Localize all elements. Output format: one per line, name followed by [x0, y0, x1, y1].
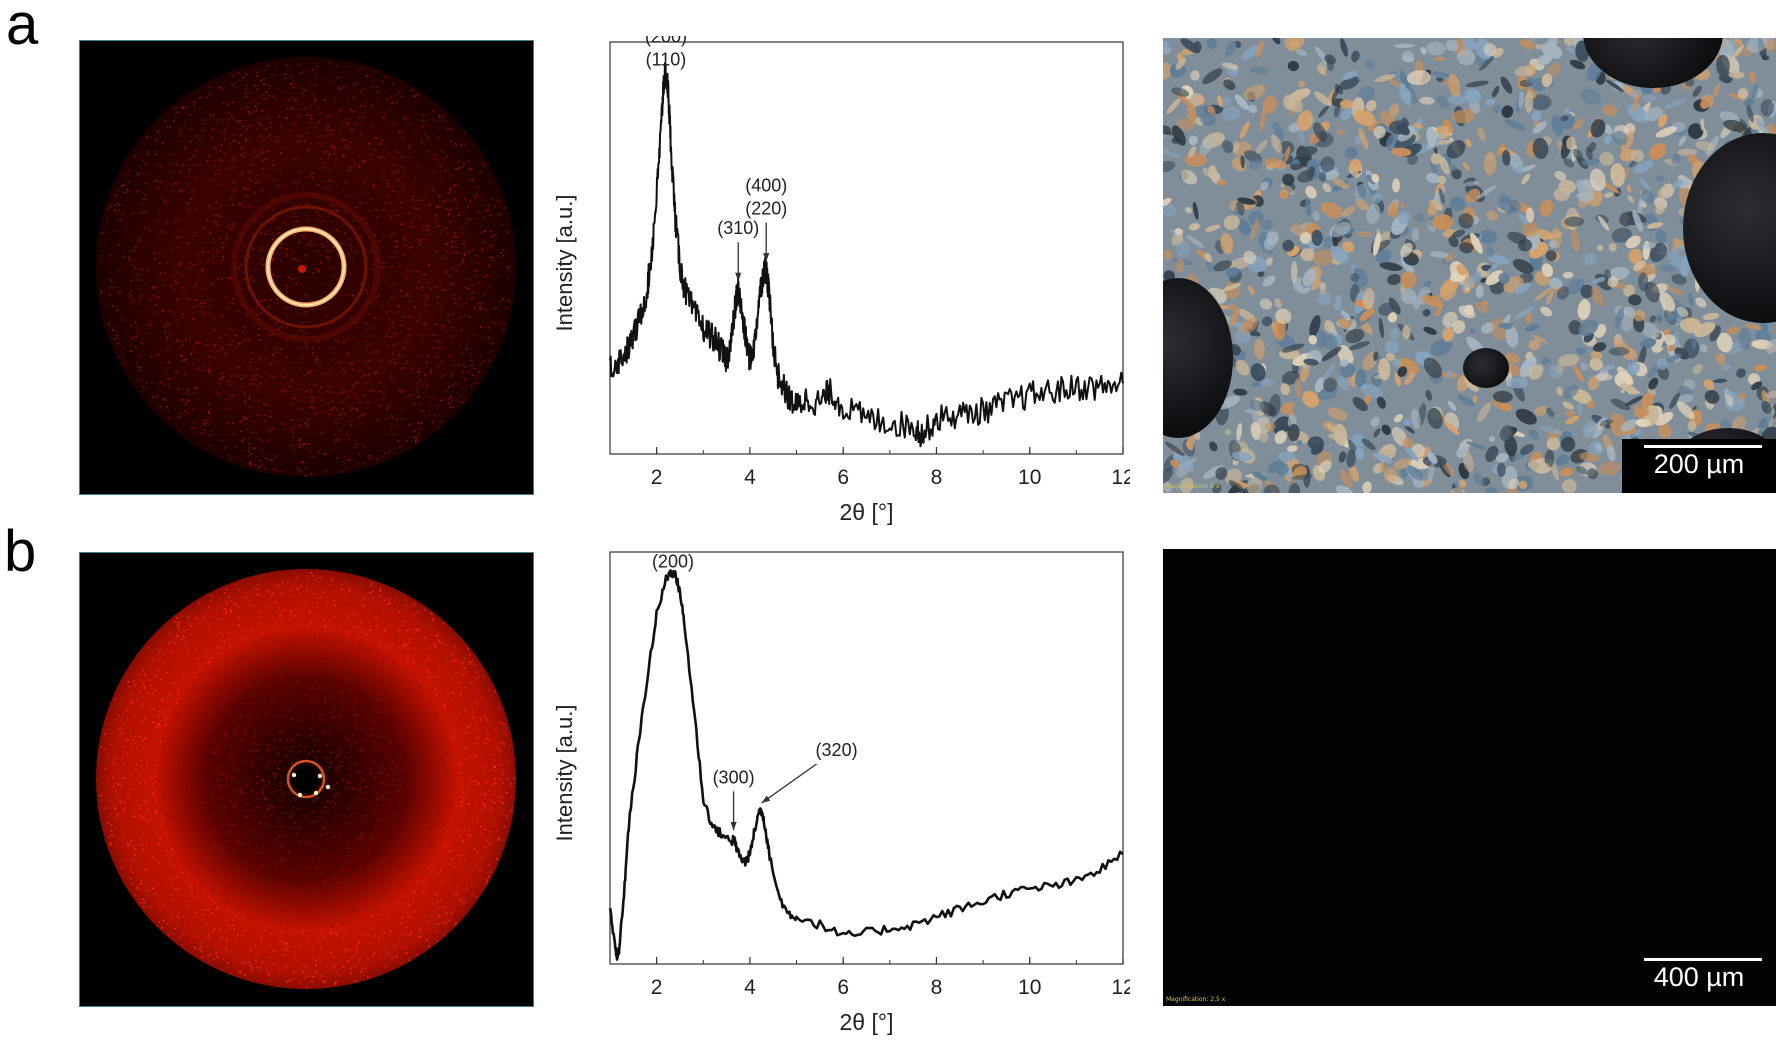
peak-label: (200) [652, 552, 694, 572]
detector-disc [96, 57, 516, 477]
x-tick-label: 10 [1018, 976, 1041, 999]
peak-label: (110) [646, 49, 687, 69]
y-axis-label: Intensity [a.u.] [552, 195, 577, 332]
beam-stop [298, 265, 306, 273]
peak-label: (310) [717, 218, 759, 238]
peak-label: (220) [745, 199, 787, 219]
peak-label: (400) [745, 176, 787, 196]
peak-arrow [761, 763, 817, 804]
peak-label: (320) [816, 740, 858, 760]
x-axis-label: 2θ [°] [840, 1009, 894, 1035]
scale-bar-b: 400 µm [1622, 952, 1776, 1006]
plot-frame [609, 41, 1124, 455]
x-tick-label: 8 [931, 976, 943, 999]
diffraction-ring [286, 759, 326, 799]
beam-stop [292, 765, 320, 793]
x-tick-label: 4 [744, 976, 756, 999]
xrd-chart-b: 2 4 6 8 10 12 2θ [°] Intensity [a.u.] (200) (300)… [552, 551, 1130, 1035]
scale-bar-a: 200 µm [1622, 439, 1776, 493]
peak-arrowhead [763, 253, 770, 262]
plot-frame [609, 551, 1124, 965]
x-tick-label: 10 [1018, 466, 1041, 489]
panel-letter-a: a [6, 0, 39, 57]
scale-bar-label-a: 200 µm [1653, 449, 1745, 479]
x-tick-label: 8 [931, 466, 943, 489]
x-tick-label: 6 [837, 976, 849, 999]
x-tick-label: 12 [1111, 466, 1130, 489]
peak-arrowhead [761, 795, 771, 803]
peak-label: (300) [713, 767, 755, 787]
peak-arrowhead [735, 272, 742, 282]
magnification-label-a: Magnification: 5 x [1166, 483, 1220, 490]
peak-arrowhead [730, 821, 737, 831]
x-axis-label: 2θ [°] [840, 499, 894, 525]
scale-bar-line-b [1644, 958, 1762, 961]
x-tick-label: 2 [651, 976, 663, 999]
x-tick-label: 6 [837, 466, 849, 489]
peak-label: (200) [645, 36, 687, 46]
saxs-pattern-a [79, 40, 534, 495]
magnification-label-b: Magnification: 2,5 x [1166, 996, 1226, 1003]
saxs-pattern-b [79, 552, 534, 1007]
xrd-chart-a: 2 4 6 8 10 12 2θ [°] Intensity [a.u.] (200) (110)… [552, 36, 1130, 525]
x-tick-label: 2 [651, 466, 663, 489]
xrd-series-line [608, 569, 1124, 961]
scale-bar-line-a [1644, 445, 1762, 448]
x-tick-label: 4 [744, 466, 756, 489]
y-axis-label: Intensity [a.u.] [552, 705, 577, 842]
x-tick-label: 12 [1111, 976, 1130, 999]
micrograph-b: Magnification: 2,5 x 400 µm [1163, 549, 1776, 1006]
panel-letter-b: b [4, 519, 37, 584]
micrograph-a: Magnification: 5 x 200 µm [1163, 38, 1776, 493]
scale-bar-label-b: 400 µm [1653, 962, 1745, 992]
xrd-series-line [609, 62, 1124, 448]
